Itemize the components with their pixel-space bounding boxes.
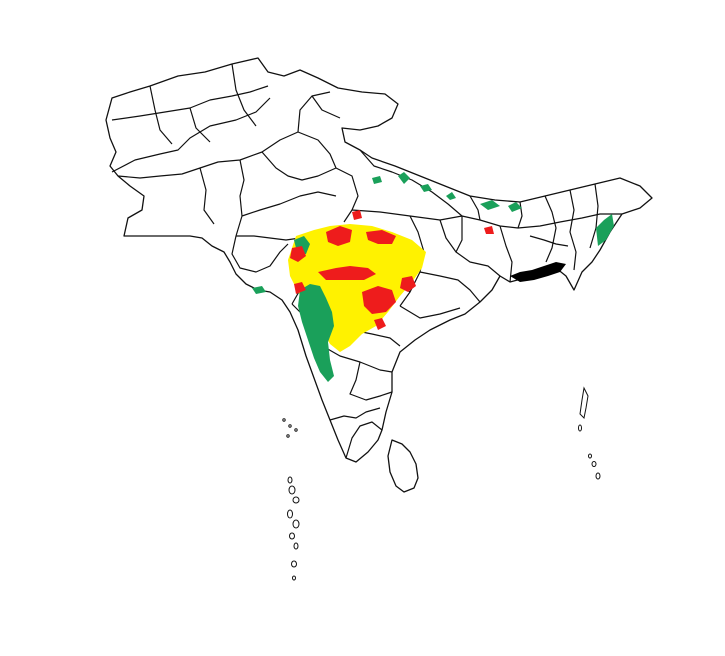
lakshadweep-islands	[282, 418, 298, 438]
sri-lanka-outline	[387, 439, 419, 493]
maldives-islands	[287, 476, 300, 581]
shaded-red-region	[290, 210, 494, 330]
shaded-green-region	[252, 172, 614, 382]
delta-region	[510, 262, 566, 282]
delta-coastline	[510, 262, 566, 282]
andaman-nicobar-islands	[578, 386, 601, 480]
